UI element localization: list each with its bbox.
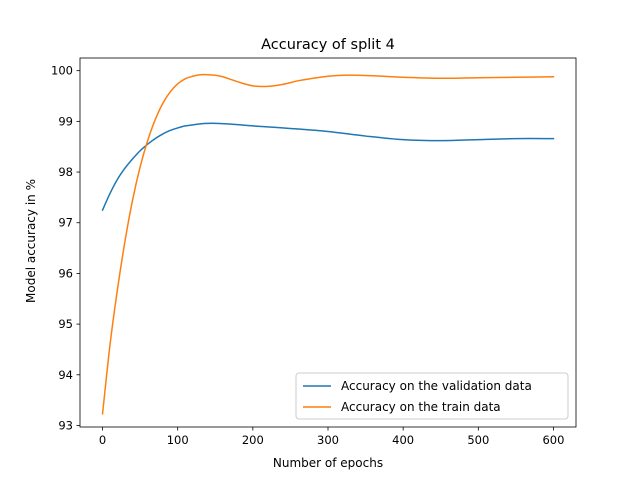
y-tick-label: 94: [58, 368, 73, 382]
x-tick-label: 100: [167, 433, 189, 447]
x-tick-label: 500: [467, 433, 489, 447]
x-tick-label: 0: [99, 433, 106, 447]
y-tick-label: 99: [58, 114, 73, 128]
x-tick-label: 200: [242, 433, 264, 447]
legend: Accuracy on the validation data Accuracy …: [295, 372, 569, 420]
y-tick-label: 97: [58, 216, 73, 230]
axes-frame: [79, 57, 577, 428]
series-line-validation: [101, 122, 555, 212]
x-tick-label: 300: [317, 433, 339, 447]
y-tick-label: 95: [58, 317, 73, 331]
x-axis: 0 100 200 300 400 500 600: [99, 427, 564, 447]
plot-area: [79, 57, 577, 428]
y-tick-label: 96: [58, 266, 73, 280]
legend-entry: Accuracy on the train data: [341, 400, 501, 414]
y-tick-label: 98: [58, 165, 73, 179]
legend-box: [295, 372, 569, 420]
x-tick-label: 400: [392, 433, 414, 447]
y-tick-label: 100: [51, 64, 73, 78]
y-tick-label: 93: [58, 418, 73, 432]
chart-title: Accuracy of split 4: [261, 37, 395, 53]
y-axis-label: Model accuracy in %: [24, 179, 38, 303]
y-axis: 93 94 95 96 97 98 99 100: [51, 64, 80, 432]
legend-entry: Accuracy on the validation data: [341, 379, 532, 393]
x-tick-label: 600: [542, 433, 564, 447]
series-line-train: [101, 73, 555, 415]
x-axis-label: Number of epochs: [273, 456, 383, 470]
